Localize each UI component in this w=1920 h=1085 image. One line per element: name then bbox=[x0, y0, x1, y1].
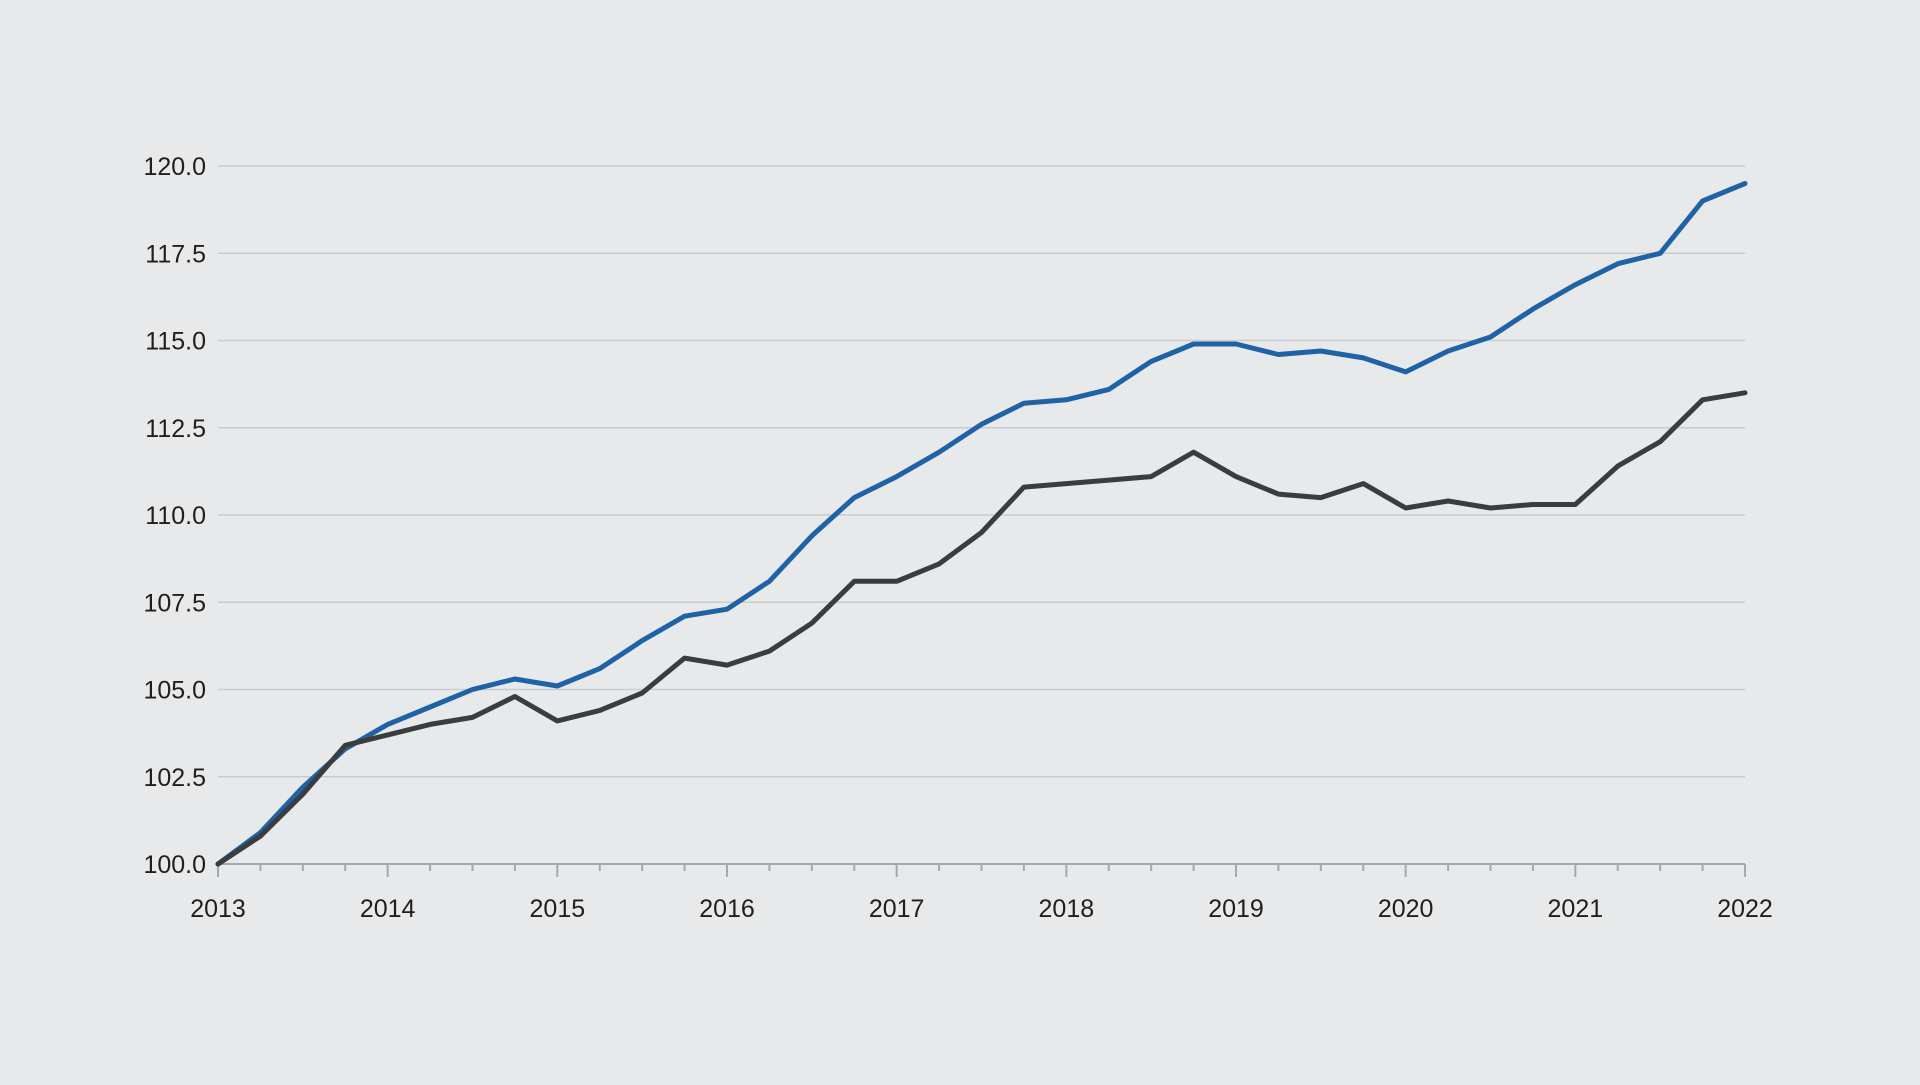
x-tick-label: 2021 bbox=[1548, 895, 1604, 923]
y-tick-label: 102.5 bbox=[143, 764, 206, 792]
y-tick-label: 107.5 bbox=[143, 589, 206, 617]
tick-labels: 100.0 102.5 105.0 107.5 110.0 112.5 115.0 117.5… bbox=[143, 153, 1772, 923]
axes bbox=[217, 863, 1746, 877]
x-tick-label: 2015 bbox=[530, 895, 586, 923]
y-tick-label: 120.0 bbox=[143, 153, 206, 181]
x-tick-label: 2014 bbox=[360, 895, 416, 923]
x-tick-label: 2019 bbox=[1208, 895, 1264, 923]
series-line-1 bbox=[215, 181, 1748, 867]
x-tick-label: 2020 bbox=[1378, 895, 1434, 923]
x-tick-label: 2013 bbox=[190, 895, 246, 923]
series-lines bbox=[215, 181, 1748, 867]
y-tick-label: 117.5 bbox=[145, 240, 206, 268]
x-tick-label: 2022 bbox=[1717, 895, 1773, 923]
gridlines bbox=[218, 165, 1745, 778]
y-tick-label: 112.5 bbox=[145, 415, 206, 443]
y-tick-label: 100.0 bbox=[143, 851, 206, 879]
x-tick-label: 2018 bbox=[1039, 895, 1095, 923]
x-tick-label: 2016 bbox=[699, 895, 755, 923]
y-tick-label: 115.0 bbox=[145, 328, 206, 356]
y-tick-label: 110.0 bbox=[145, 502, 206, 530]
series-line-2 bbox=[215, 390, 1748, 867]
y-tick-label: 105.0 bbox=[143, 677, 206, 705]
x-tick-label: 2017 bbox=[869, 895, 925, 923]
